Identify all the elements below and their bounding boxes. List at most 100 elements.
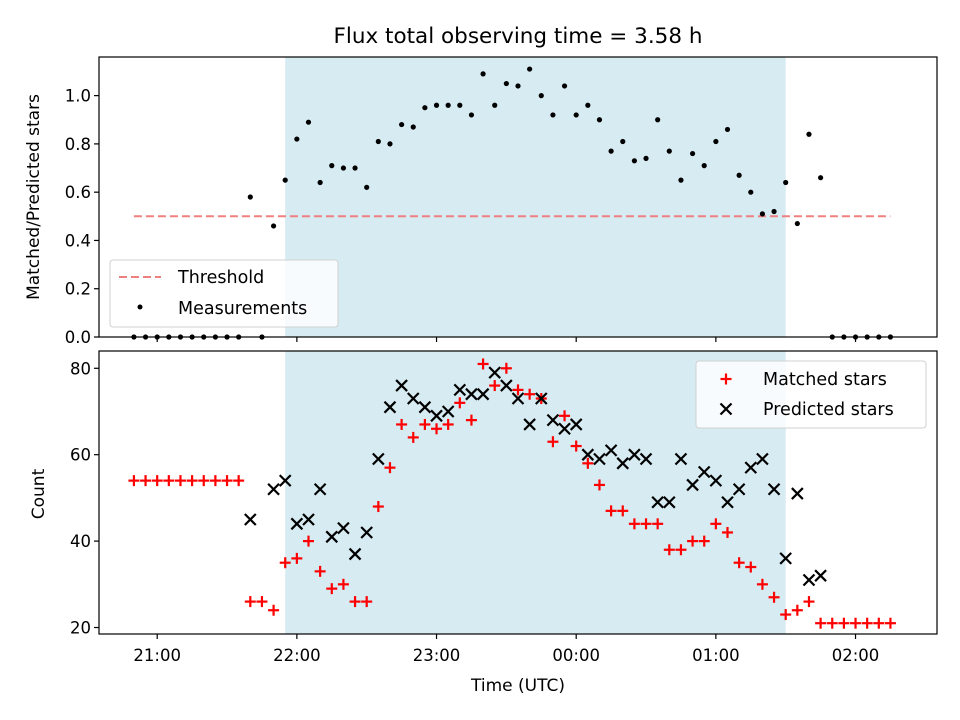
measurement-point	[433, 102, 440, 108]
measurement-point	[270, 223, 277, 229]
matched-point	[617, 505, 629, 517]
top-y-tick-label: 0.0	[65, 328, 91, 347]
predicted-point	[697, 465, 711, 479]
x-tick-label: 22:00	[273, 646, 321, 665]
predicted-point	[581, 448, 595, 461]
measurement-point	[317, 179, 323, 186]
matched-point	[570, 440, 582, 452]
measurement-point	[585, 102, 591, 108]
bottom-y-tick-label: 20	[70, 619, 91, 638]
measurement-point	[806, 131, 812, 137]
measurement-point	[480, 71, 486, 77]
predicted-point	[267, 482, 280, 496]
predicted-point	[732, 482, 746, 496]
matched-point	[256, 596, 268, 608]
matched-point	[407, 431, 419, 443]
measurement-point	[596, 117, 603, 123]
legend-threshold-label: Threshold	[177, 268, 264, 288]
bottom-legend-box	[695, 360, 927, 429]
measurement-point	[724, 126, 731, 133]
legend-matched-swatch	[720, 373, 732, 385]
matched-point	[326, 583, 338, 595]
matched-point	[803, 596, 815, 608]
predicted-point	[348, 547, 362, 561]
bottom-legend: Matched stars Predicted stars	[695, 360, 927, 429]
matched-point	[186, 475, 198, 487]
matched-point	[489, 380, 501, 392]
legend-matched-label: Matched stars	[763, 370, 887, 390]
measurement-point	[457, 102, 463, 108]
predicted-point	[628, 448, 641, 461]
measurement-point	[515, 83, 521, 89]
matched-point	[314, 565, 326, 577]
x-tick-label: 23:00	[413, 646, 461, 665]
predicted-point	[523, 418, 536, 431]
bottom-y-axis-label: Count	[29, 468, 49, 519]
bottom-plot-frame	[98, 350, 938, 635]
matched-point	[512, 384, 524, 396]
x-axis-label: Time (UTC)	[470, 676, 565, 696]
predicted-point	[465, 387, 478, 401]
predicted-point	[488, 366, 502, 379]
predicted-point	[651, 495, 664, 509]
predicted-point	[616, 457, 630, 470]
legend-measurements-label: Measurements	[178, 299, 307, 319]
matched-point	[465, 414, 477, 426]
matched-point	[687, 535, 699, 547]
measurement-point	[282, 177, 288, 183]
matched-point	[884, 617, 896, 629]
measurement-point	[701, 163, 707, 169]
matched-point	[419, 418, 431, 430]
measurement-point	[410, 124, 416, 130]
matched-point	[396, 418, 408, 430]
matched-point	[559, 410, 571, 422]
matched-point	[815, 617, 827, 629]
predicted-point	[313, 482, 327, 496]
matched-point	[221, 475, 233, 487]
measurement-point	[503, 80, 509, 87]
matched-point	[768, 591, 780, 603]
measurement-point	[364, 184, 370, 190]
predicted-point	[593, 452, 606, 466]
predicted-point	[453, 383, 467, 397]
predicted-point	[441, 405, 455, 418]
predicted-point	[430, 409, 443, 423]
predicted-point	[511, 392, 525, 405]
measurement-point	[573, 112, 579, 118]
matched-point	[722, 526, 733, 538]
predicted-point	[302, 513, 315, 526]
measurement-point	[794, 220, 800, 227]
predicted-point	[534, 392, 548, 405]
measurement-point	[608, 148, 614, 154]
matched-point	[756, 578, 768, 590]
bottom-matched-points	[128, 358, 896, 629]
measurement-point	[305, 119, 312, 125]
measurement-point	[550, 112, 556, 118]
legend-predicted-label: Predicted stars	[763, 400, 894, 420]
predicted-point	[814, 569, 827, 582]
predicted-point	[500, 379, 513, 392]
measurement-point	[678, 177, 684, 183]
measurement-point	[771, 208, 777, 215]
bottom-x-axis-ticks: 21:00 22:00 23:00 00:00 01:00 02:00	[133, 634, 879, 665]
predicted-point	[721, 495, 734, 509]
bottom-y-tick-label: 80	[70, 359, 91, 378]
matched-point	[349, 596, 361, 608]
top-y-axis-ticks: 0.0 0.2 0.4 0.6 0.8 1.0	[65, 87, 99, 347]
matched-point	[337, 578, 349, 590]
measurement-point	[527, 66, 533, 72]
predicted-point	[558, 422, 571, 436]
predicted-point	[476, 387, 490, 401]
bottom-predicted-points	[244, 366, 827, 587]
matched-point	[140, 475, 152, 487]
matched-point	[838, 617, 850, 629]
predicted-point	[569, 418, 583, 431]
top-y-tick-label: 0.2	[65, 280, 91, 299]
predicted-point	[325, 530, 339, 544]
matched-point	[454, 397, 466, 409]
top-y-tick-label: 1.0	[65, 87, 91, 106]
matched-point	[384, 462, 396, 474]
predicted-point	[663, 495, 676, 509]
x-tick-label: 01:00	[692, 646, 740, 665]
top-y-tick-label: 0.8	[65, 135, 91, 154]
